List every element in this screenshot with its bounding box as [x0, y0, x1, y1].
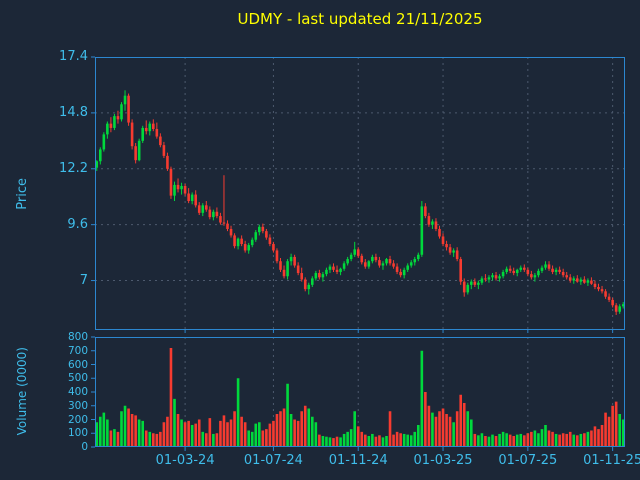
chart-title: UDMY - last updated 21/11/2025 [237, 10, 483, 28]
volume-tick-label: 0 [81, 441, 88, 453]
volume-axis-label: Volume (0000) [6, 330, 38, 452]
volume-tick-label: 200 [67, 413, 88, 426]
volume-chart [91, 336, 625, 451]
volume-tick-label: 400 [67, 386, 88, 398]
price-chart [91, 56, 625, 333]
volume-tick-label: 800 [67, 331, 88, 343]
date-tick-label: 01-11-25 [583, 453, 640, 468]
date-tick-label: 01-07-25 [498, 453, 558, 468]
volume-tick-label: 600 [67, 358, 88, 371]
price-tick-label: 12.2 [59, 160, 88, 176]
volume-tick-label: 700 [67, 344, 88, 357]
price-axis-label: Price [6, 57, 38, 330]
date-tick-label: 01-03-24 [155, 453, 215, 468]
price-axis-label-text: Price [14, 177, 30, 210]
volume-tick-label: 300 [67, 399, 88, 412]
volume-tick-label: 500 [67, 372, 88, 385]
volume-tick-label: 100 [67, 427, 88, 440]
date-tick-label: 01-03-25 [413, 453, 473, 468]
date-tick-label: 01-11-24 [328, 453, 388, 468]
price-tick-label: 14.8 [59, 104, 88, 120]
price-tick-label: 7 [79, 272, 88, 288]
price-tick-label: 17.4 [59, 49, 88, 64]
date-tick-label: 01-07-24 [243, 453, 303, 468]
price-tick-label: 9.6 [67, 216, 88, 232]
volume-axis-label-text: Volume (0000) [15, 346, 29, 436]
